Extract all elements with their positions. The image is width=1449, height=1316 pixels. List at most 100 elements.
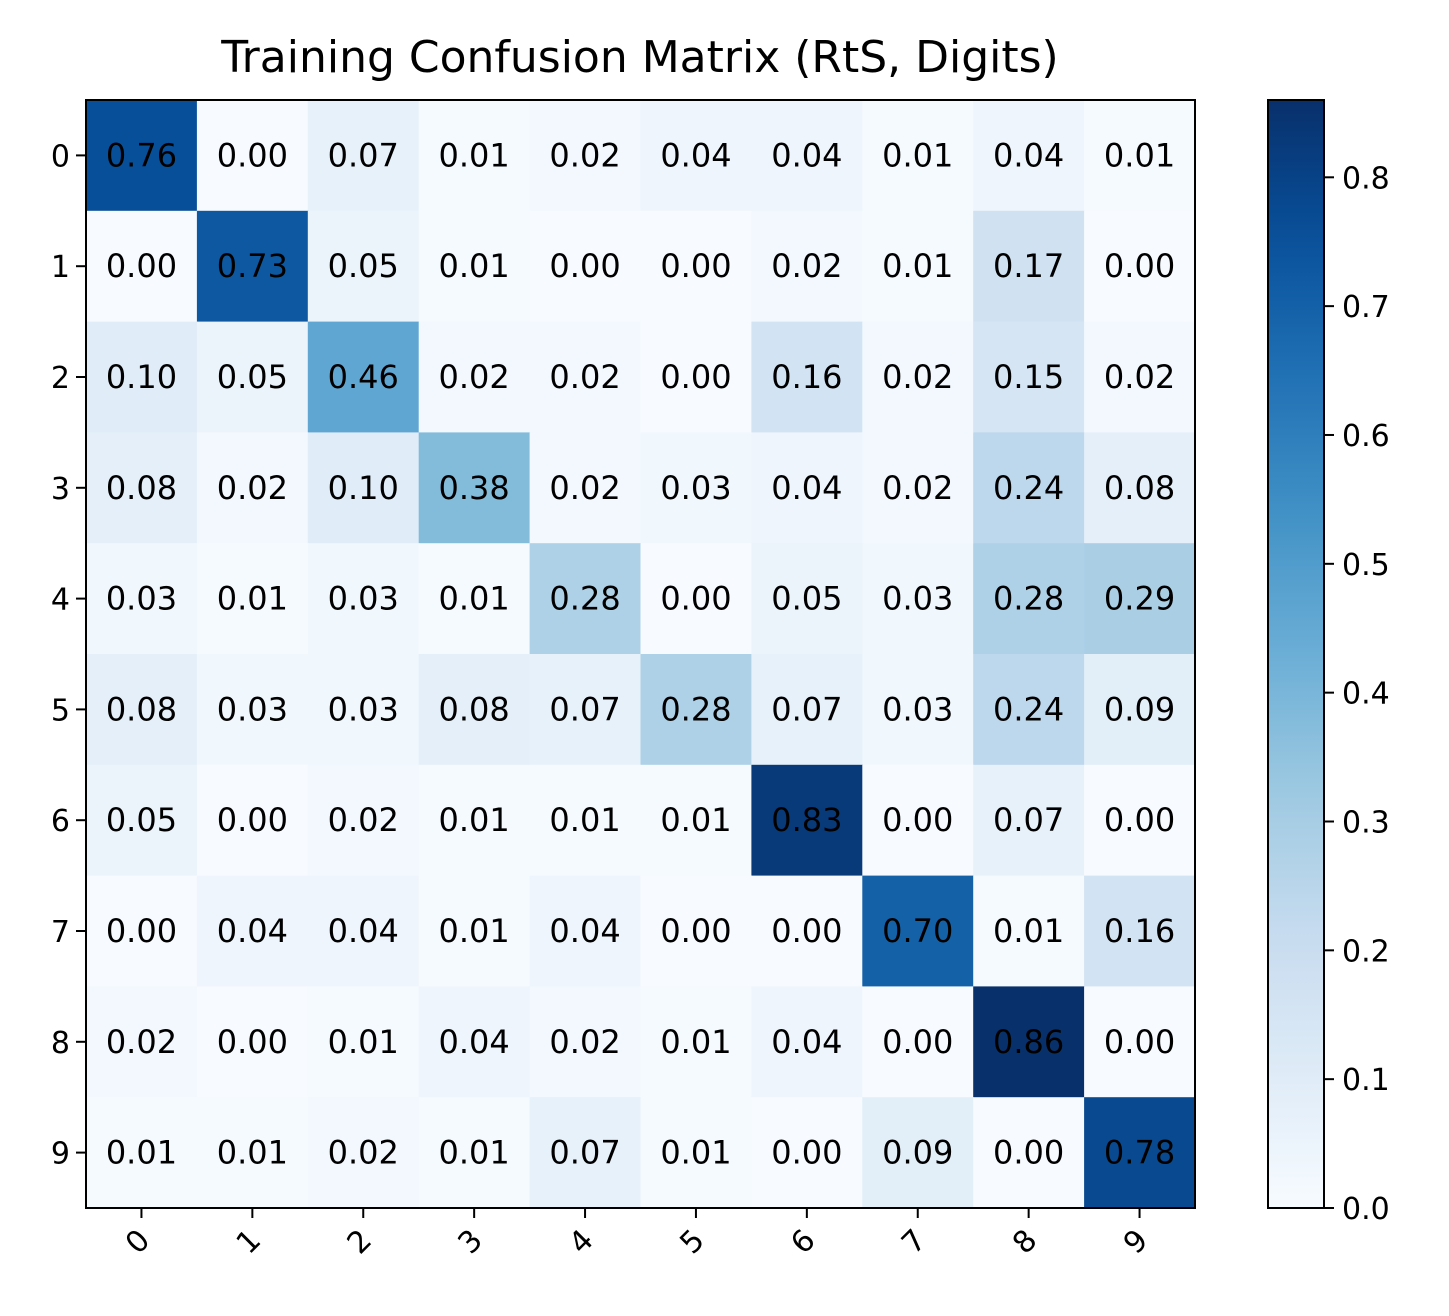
cell-value-r1-c6: 0.02 — [771, 247, 842, 285]
heatmap-cell-r7-c6 — [751, 875, 863, 987]
cell-value-r8-c9: 0.00 — [1104, 1023, 1175, 1061]
y-tick-label: 7 — [51, 915, 70, 950]
heatmap-cell-r8-c1 — [196, 986, 309, 1098]
heatmap-cell-r8-c6 — [751, 986, 863, 1098]
cell-value-r6-c2: 0.02 — [328, 801, 399, 839]
heatmap-cell-r3-c7 — [862, 432, 974, 544]
x-tick-label: 1 — [230, 1223, 268, 1261]
heatmap-cell-r5-c1 — [196, 654, 309, 766]
heatmap-cell-r6-c8 — [973, 764, 1085, 877]
cell-value-r8-c3: 0.04 — [439, 1023, 510, 1061]
cell-value-r4-c5: 0.00 — [660, 580, 731, 618]
cell-value-r6-c7: 0.00 — [882, 801, 953, 839]
cell-value-r7-c0: 0.00 — [106, 912, 177, 950]
colorbar-tick-label: 0.5 — [1342, 548, 1390, 583]
heatmap-cell-r0-c5 — [640, 100, 752, 212]
cell-value-r5-c7: 0.03 — [882, 690, 953, 728]
heatmap-cell-r9-c1 — [196, 1097, 309, 1209]
heatmap-cell-r6-c9 — [1084, 764, 1196, 877]
cell-value-r0-c0: 0.76 — [106, 136, 177, 174]
y-tick-label: 4 — [51, 583, 70, 618]
cell-value-r0-c2: 0.07 — [328, 136, 399, 174]
heatmap-cell-r4-c3 — [418, 543, 531, 655]
heatmap-cell-r9-c3 — [418, 1097, 531, 1209]
cell-value-r5-c3: 0.08 — [439, 690, 510, 728]
heatmap-cell-r8-c4 — [529, 986, 642, 1098]
y-tick-label: 8 — [51, 1026, 70, 1061]
heatmap-cell-r1-c4 — [529, 210, 642, 323]
cell-value-r4-c7: 0.03 — [882, 580, 953, 618]
colorbar-tick-label: 0.4 — [1342, 677, 1390, 712]
cell-value-r6-c0: 0.05 — [106, 801, 177, 839]
heatmap-cell-r9-c7 — [862, 1097, 974, 1209]
cell-value-r4-c0: 0.03 — [106, 580, 177, 618]
cell-value-r8-c4: 0.02 — [549, 1023, 620, 1061]
cell-value-r5-c6: 0.07 — [771, 690, 842, 728]
cell-value-r7-c2: 0.04 — [328, 912, 399, 950]
cell-value-r1-c8: 0.17 — [993, 247, 1064, 285]
heatmap-cell-r9-c8 — [973, 1097, 1085, 1209]
colorbar-tick-label: 0.6 — [1342, 419, 1390, 454]
cell-value-r3-c3: 0.38 — [439, 469, 510, 507]
heatmap-cell-r5-c4 — [529, 654, 642, 766]
heatmap-cell-r3-c4 — [529, 432, 642, 544]
cell-value-r7-c6: 0.00 — [771, 912, 842, 950]
cell-value-r8-c2: 0.01 — [328, 1023, 399, 1061]
heatmap-cell-r8-c0 — [86, 986, 198, 1098]
cell-value-r6-c6: 0.83 — [771, 801, 842, 839]
cell-value-r7-c4: 0.04 — [549, 912, 620, 950]
colorbar-tick-label: 0.1 — [1342, 1063, 1390, 1098]
cell-value-r1-c3: 0.01 — [439, 247, 510, 285]
heatmap-cell-r0-c9 — [1084, 100, 1196, 212]
y-tick-label: 0 — [51, 139, 70, 174]
heatmap-cell-r7-c1 — [196, 875, 309, 987]
cell-value-r3-c2: 0.10 — [328, 469, 399, 507]
heatmap-cells — [86, 100, 1196, 1209]
x-tick-label: 5 — [673, 1223, 711, 1261]
cell-value-r0-c3: 0.01 — [439, 136, 510, 174]
cell-value-r0-c1: 0.00 — [217, 136, 288, 174]
cell-value-r0-c4: 0.02 — [549, 136, 620, 174]
cell-value-r1-c7: 0.01 — [882, 247, 953, 285]
cell-value-r0-c5: 0.04 — [660, 136, 731, 174]
cell-value-r7-c9: 0.16 — [1104, 912, 1175, 950]
heatmap-cell-r3-c2 — [307, 432, 420, 544]
colorbar: 0.0 0.1 0.2 0.3 0.4 0.5 0.6 0.7 0.8 — [1267, 99, 1390, 1227]
cell-value-r6-c5: 0.01 — [660, 801, 731, 839]
cell-value-r7-c3: 0.01 — [439, 912, 510, 950]
cell-value-r6-c1: 0.00 — [217, 801, 288, 839]
heatmap-cell-r3-c0 — [86, 432, 198, 544]
cell-value-r2-c8: 0.15 — [993, 358, 1064, 396]
heatmap-cell-r8-c3 — [418, 986, 531, 1098]
heatmap-cell-r6-c5 — [640, 764, 752, 877]
cell-value-r0-c6: 0.04 — [771, 136, 842, 174]
colorbar-tick-label: 0.7 — [1342, 290, 1390, 325]
heatmap-cell-r7-c3 — [418, 875, 531, 987]
x-tick-label: 4 — [562, 1223, 600, 1261]
heatmap-cell-r8-c5 — [640, 986, 752, 1098]
heatmap-cell-r8-c2 — [307, 986, 420, 1098]
y-tick-label: 9 — [51, 1137, 70, 1172]
x-tick-label: 2 — [341, 1223, 379, 1261]
heatmap-cell-r7-c8 — [973, 875, 1085, 987]
heatmap-cell-r9-c5 — [640, 1097, 752, 1209]
cell-value-r2-c7: 0.02 — [882, 358, 953, 396]
cell-value-r2-c0: 0.10 — [106, 358, 177, 396]
heatmap-cell-r7-c0 — [86, 875, 198, 987]
cell-value-r4-c6: 0.05 — [771, 580, 842, 618]
cell-value-r6-c8: 0.07 — [993, 801, 1064, 839]
cell-value-r7-c7: 0.70 — [882, 912, 953, 950]
heatmap-cell-r4-c1 — [196, 543, 309, 655]
cell-value-r2-c3: 0.02 — [439, 358, 510, 396]
cell-value-r3-c4: 0.02 — [549, 469, 620, 507]
heatmap-cell-r5-c8 — [973, 654, 1085, 766]
cell-value-r8-c8: 0.86 — [993, 1023, 1064, 1061]
heatmap-cell-r7-c7 — [862, 875, 974, 987]
heatmap-cell-r2-c8 — [973, 321, 1085, 433]
heatmap-cell-r9-c2 — [307, 1097, 420, 1209]
heatmap-cell-r0-c4 — [529, 100, 642, 212]
cell-value-r9-c5: 0.01 — [660, 1134, 731, 1172]
cell-value-r1-c5: 0.00 — [660, 247, 731, 285]
cell-value-r1-c9: 0.00 — [1104, 247, 1175, 285]
x-tick-label: 3 — [452, 1223, 490, 1261]
